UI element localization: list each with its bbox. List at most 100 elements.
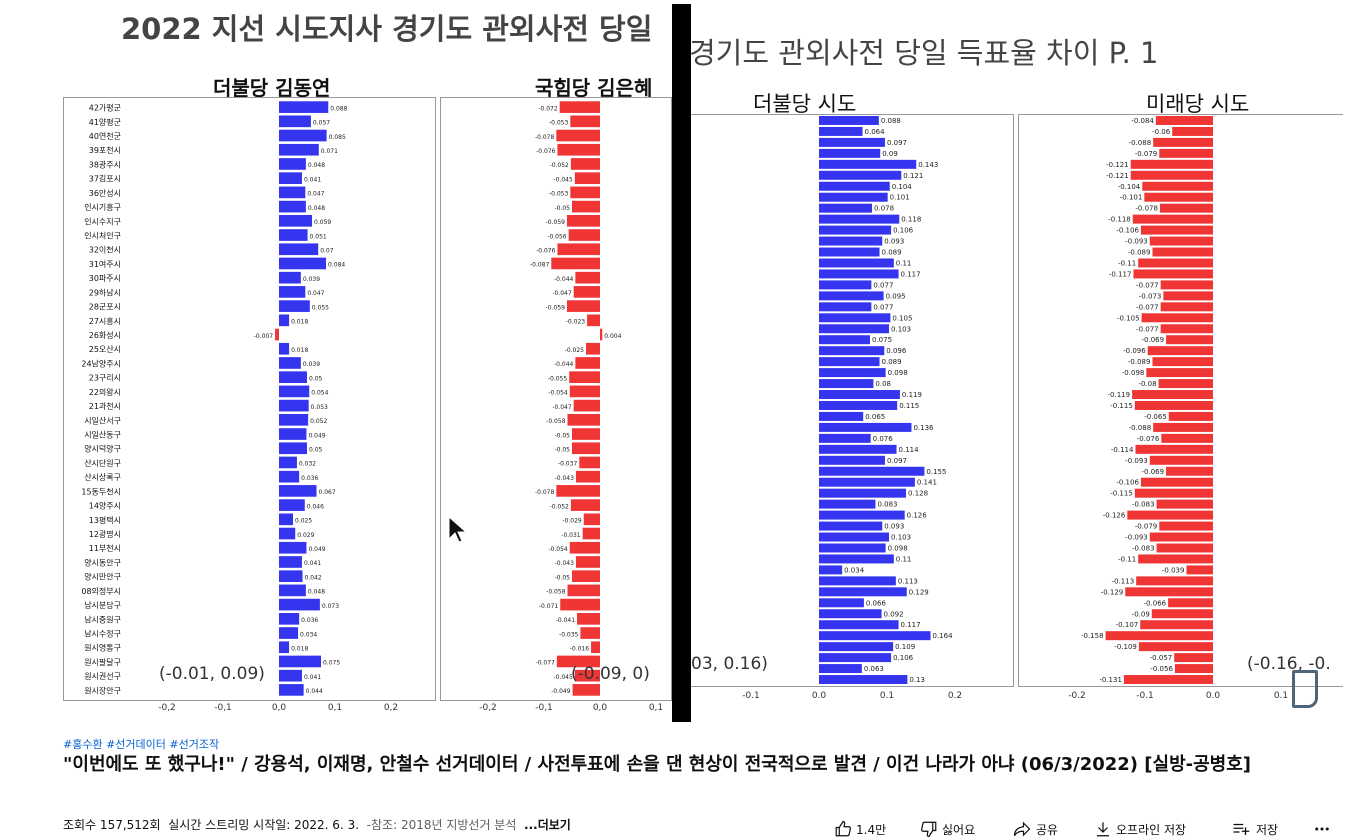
left-dem-bar bbox=[279, 158, 306, 170]
right-ppp-bar bbox=[1136, 576, 1213, 586]
left-ppp-value-label: -0.049 bbox=[551, 688, 571, 695]
right-ppp-value-label: -0.113 bbox=[1112, 577, 1135, 585]
district-label: 인시기흥구 bbox=[84, 202, 121, 212]
like-button[interactable]: 1.4만 bbox=[834, 820, 886, 838]
left-ppp-value-label: -0.047 bbox=[552, 290, 572, 297]
right-ppp-bar bbox=[1153, 137, 1213, 147]
left-dem-value-label: 0.049 bbox=[308, 546, 325, 553]
right-dem-bar bbox=[819, 335, 870, 345]
right-dem-bar bbox=[819, 324, 890, 334]
right-dem-value-label: 0.077 bbox=[873, 303, 893, 311]
right-dem-bar bbox=[819, 302, 872, 312]
right-ppp-bar bbox=[1147, 346, 1213, 356]
right-ppp-value-label: -0.11 bbox=[1118, 259, 1136, 267]
view-info[interactable]: 조회수 157,512회 실시간 스트리밍 시작일: 2022. 6. 3. -… bbox=[63, 816, 571, 833]
left-dem-bar bbox=[279, 243, 319, 256]
more-actions-button[interactable] bbox=[1310, 820, 1334, 838]
left-ppp-tick-label: -0,1 bbox=[535, 703, 553, 713]
video-title: "이번에도 또 했구나!" / 강용석, 이재명, 안철수 선거데이터 / 사전… bbox=[63, 754, 1252, 775]
right-ppp-bar bbox=[1159, 148, 1213, 158]
district-label: 양시만안구 bbox=[84, 572, 121, 582]
share-button[interactable]: 공유 bbox=[1012, 820, 1058, 838]
right-ppp-value-label: -0.119 bbox=[1108, 391, 1131, 399]
right-dem-value-label: 0.113 bbox=[898, 577, 918, 585]
left-dem-bar bbox=[279, 115, 311, 128]
district-label: 13평택시 bbox=[89, 515, 121, 525]
right-ppp-bar bbox=[1138, 642, 1213, 652]
right-ppp-value-label: -0.089 bbox=[1128, 358, 1151, 366]
right-dem-tick-label: 0.2 bbox=[948, 691, 962, 701]
left-ppp-value-label: -0.029 bbox=[562, 518, 582, 525]
more-link[interactable]: ...더보기 bbox=[524, 818, 571, 832]
left-dem-bar bbox=[279, 513, 293, 526]
left-ppp-bar bbox=[551, 257, 600, 270]
right-dem-value-label: 0.13 bbox=[909, 676, 925, 684]
left-dem-value-label: 0.048 bbox=[308, 205, 325, 212]
left-dem-value-label: 0.036 bbox=[301, 617, 318, 624]
hashtags[interactable]: #홍수환 #선거데이터 #선거조작 bbox=[63, 738, 220, 751]
left-dem-bar bbox=[279, 556, 302, 568]
left-dem-value-label: 0.041 bbox=[304, 674, 321, 681]
save-button[interactable]: 저장 bbox=[1230, 820, 1278, 838]
right-dem-value-label: 0.103 bbox=[891, 534, 911, 542]
right-dem-bar bbox=[819, 400, 898, 410]
left-ppp-value-label: -0.041 bbox=[556, 617, 576, 624]
right-ppp-bar bbox=[1168, 411, 1213, 421]
right-ppp-bar bbox=[1140, 225, 1213, 235]
right-ppp-bar bbox=[1166, 335, 1213, 345]
left-dem-value-label: 0.042 bbox=[305, 574, 322, 581]
left-chart-title: 2022 지선 시도지사 경기도 관외사전 당일 bbox=[121, 12, 653, 46]
right-ppp-value-label: -0.131 bbox=[1099, 676, 1122, 684]
left-dem-value-label: 0.084 bbox=[328, 262, 345, 269]
left-ppp-value-label: -0.035 bbox=[559, 631, 579, 638]
right-dem-bar bbox=[819, 499, 876, 509]
left-dem-bar bbox=[279, 470, 300, 483]
right-dem-value-label: 0.093 bbox=[884, 238, 904, 246]
right-dem-bar bbox=[819, 247, 880, 257]
left-dem-bar bbox=[279, 399, 309, 412]
right-ppp-bar bbox=[1160, 324, 1213, 334]
district-label: 38광주시 bbox=[89, 159, 121, 169]
right-dem-bar bbox=[819, 280, 872, 290]
download-button[interactable]: 오프라인 저장 bbox=[1094, 820, 1186, 838]
left-dem-tick-label: -0,2 bbox=[158, 703, 176, 713]
right-dem-value-label: 0.097 bbox=[887, 139, 907, 147]
left-chart-panel: 2022 지선 시도지사 경기도 관외사전 당일 더불당 김동연 국힘당 김은혜… bbox=[63, 4, 672, 722]
download-label: 오프라인 저장 bbox=[1116, 822, 1187, 837]
right-dem-value-label: 0.066 bbox=[866, 599, 887, 607]
right-ppp-bar bbox=[1156, 543, 1213, 553]
left-dem-bar bbox=[279, 371, 307, 384]
share-label: 공유 bbox=[1036, 822, 1059, 837]
district-label: 남시분당구 bbox=[84, 600, 121, 610]
left-ppp-bar bbox=[580, 627, 600, 639]
right-dem-value-label: 0.089 bbox=[882, 249, 902, 257]
right-dem-bar bbox=[819, 115, 879, 125]
right-dem-bar bbox=[819, 510, 905, 520]
left-ppp-bar bbox=[556, 129, 600, 142]
dislike-button[interactable]: 싫어요 bbox=[920, 820, 975, 838]
left-ppp-value-label: -0.059 bbox=[546, 304, 566, 311]
right-dem-bar bbox=[819, 455, 885, 465]
right-ppp-bar bbox=[1144, 192, 1213, 202]
left-ppp-bar bbox=[572, 684, 600, 696]
left-dem-bar bbox=[279, 286, 306, 298]
right-ppp-value-label: -0.09 bbox=[1132, 610, 1150, 618]
left-dem-bar bbox=[279, 428, 307, 440]
left-dem-range: (-0.01, 0.09) bbox=[159, 664, 265, 684]
left-dem-value-label: 0.059 bbox=[314, 219, 331, 226]
video-player[interactable]: 2022 지선 시도지사 경기도 관외사전 당일 더불당 김동연 국힘당 김은혜… bbox=[63, 4, 1343, 722]
right-dem-value-label: 0.129 bbox=[909, 588, 929, 596]
left-ppp-value-label: -0.053 bbox=[549, 191, 569, 198]
right-ppp-value-label: -0.098 bbox=[1122, 369, 1145, 377]
district-label: 양시덕양구 bbox=[84, 444, 121, 454]
left-dem-value-label: 0.057 bbox=[313, 120, 330, 127]
mouse-cursor-icon bbox=[448, 515, 468, 543]
right-ppp-value-label: -0.096 bbox=[1123, 347, 1146, 355]
right-dem-value-label: 0.106 bbox=[893, 227, 914, 235]
left-dem-value-label: 0.039 bbox=[303, 361, 320, 368]
left-ppp-bar bbox=[567, 413, 600, 426]
left-ppp-bar bbox=[574, 669, 600, 682]
right-ppp-value-label: -0.093 bbox=[1125, 534, 1148, 542]
left-ppp-bar bbox=[572, 200, 600, 213]
left-ppp-value-label: -0.05 bbox=[554, 447, 570, 454]
